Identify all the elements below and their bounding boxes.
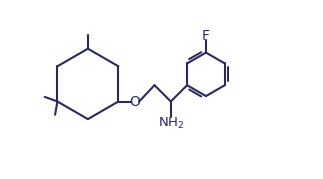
Text: O: O bbox=[130, 95, 141, 108]
Text: NH$_2$: NH$_2$ bbox=[158, 116, 184, 131]
Text: F: F bbox=[202, 29, 210, 43]
